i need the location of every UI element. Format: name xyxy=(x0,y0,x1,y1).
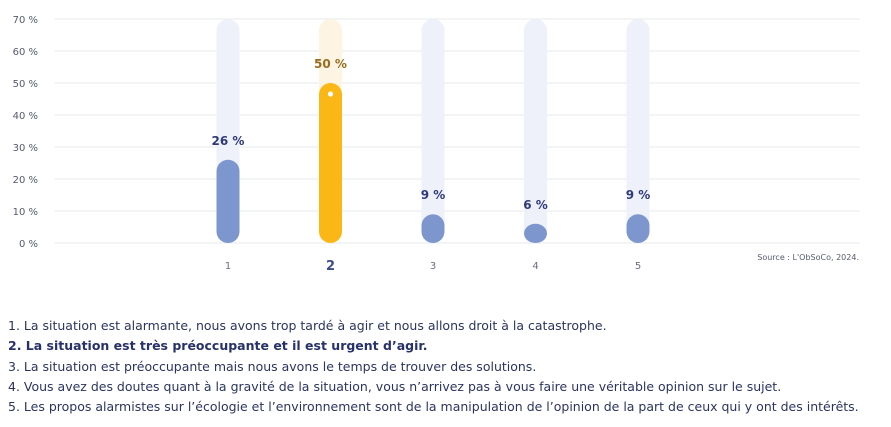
bar-chart: 0 %10 %20 %30 %40 %50 %60 %70 % 26 %50 %… xyxy=(13,15,860,274)
bar-track xyxy=(626,19,650,243)
y-tick-label: 20 % xyxy=(13,175,38,186)
data-label: 9 % xyxy=(421,188,446,202)
data-label: 6 % xyxy=(523,198,548,212)
legend-item-3: 3. La situation est préoccupante mais no… xyxy=(8,358,537,374)
x-tick-label: 2 xyxy=(326,259,335,274)
y-tick-label: 60 % xyxy=(13,47,38,58)
y-tick-label: 0 % xyxy=(19,239,38,250)
legend-item-2: 2. La situation est très préoccupante et… xyxy=(8,338,428,354)
bar xyxy=(524,223,547,243)
bar-track xyxy=(524,19,547,243)
y-tick-label: 70 % xyxy=(13,15,38,26)
y-tick-label: 10 % xyxy=(13,207,38,218)
bar-highlight-dot xyxy=(327,91,334,97)
bar xyxy=(319,83,342,243)
x-axis: 1 2 3 4 5 xyxy=(225,259,641,274)
x-tick-label: 3 xyxy=(430,261,436,272)
y-tick-label: 30 % xyxy=(13,143,38,154)
legend-item-5: 5. Les propos alarmistes sur l’écologie … xyxy=(8,399,859,415)
bar-track xyxy=(421,19,445,243)
chart-bars: 26 % 50 % 9 % 6 % 9 % xyxy=(212,19,651,243)
y-tick-label: 40 % xyxy=(13,111,38,122)
y-axis: 0 % 10 % 20 % 30 % 40 % 50 % 60 % 70 % xyxy=(13,15,38,250)
bar xyxy=(216,159,240,243)
x-tick-label: 1 xyxy=(225,261,231,272)
x-tick-label: 4 xyxy=(532,261,538,272)
y-tick-label: 50 % xyxy=(13,79,38,90)
legend-item-1: 1. La situation est alarmante, nous avon… xyxy=(8,318,607,333)
bar xyxy=(421,214,445,243)
data-label: 9 % xyxy=(626,188,651,202)
data-label: 26 % xyxy=(212,134,245,148)
bar xyxy=(626,214,650,243)
source-note: Source : L'ObSoCo, 2024. xyxy=(757,253,859,262)
legend-item-4: 4. Vous avez des doutes quant à la gravi… xyxy=(8,378,782,394)
x-tick-label: 5 xyxy=(635,261,641,272)
chart-grid xyxy=(55,18,860,244)
legend: 1. La situation est alarmante, nous avon… xyxy=(8,316,888,417)
data-label: 50 % xyxy=(314,57,347,71)
